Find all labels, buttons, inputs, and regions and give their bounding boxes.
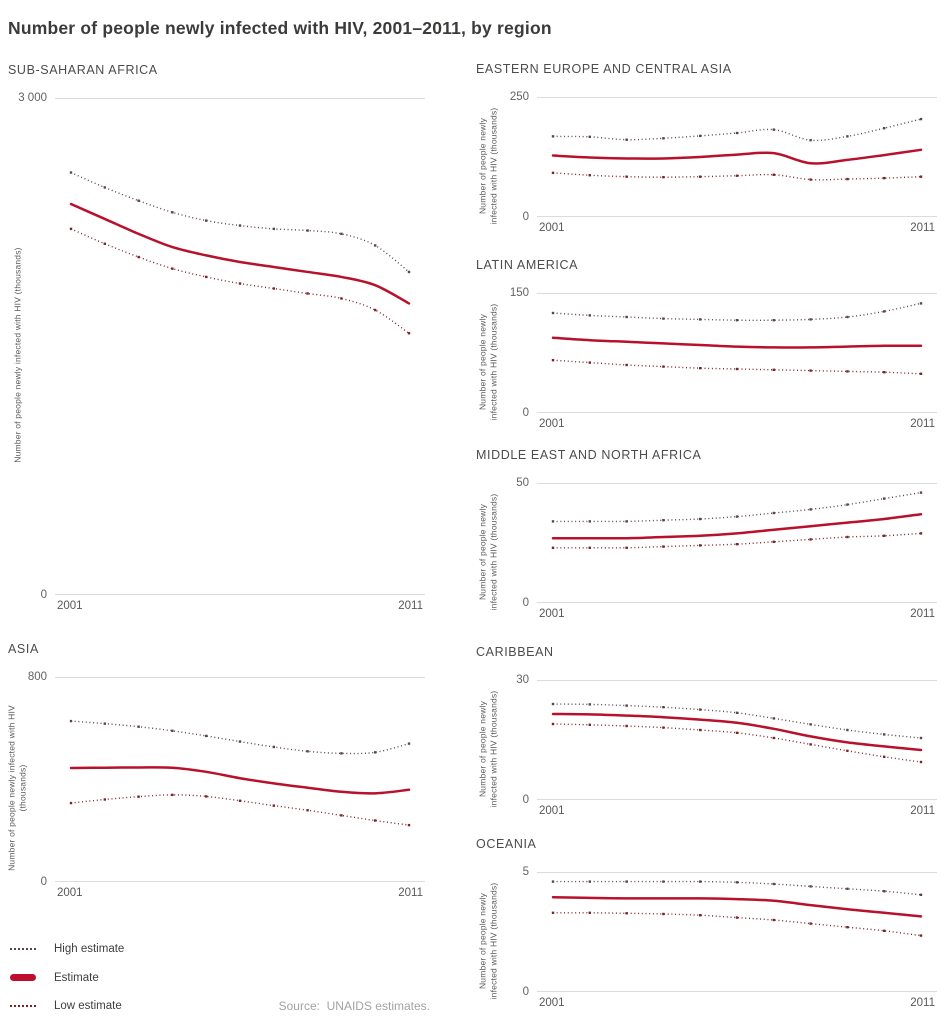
chart-panel-caribbean: CARIBBEAN Number of people newly infecte… bbox=[476, 644, 937, 817]
x-tick-end: 2011 bbox=[398, 887, 423, 899]
dotted-line-icon bbox=[10, 948, 36, 950]
y-axis-label-wrap: Number of people newly infected with HIV… bbox=[476, 483, 502, 620]
plot-area: 30 0 bbox=[516, 674, 937, 806]
y-max-tick: 50 bbox=[516, 477, 529, 489]
chart-panel-asia: ASIA Number of people newly infected wit… bbox=[6, 641, 455, 899]
x-axis-ticks: 2001 2011 bbox=[537, 608, 937, 620]
y-axis-label-wrap: Number of people newly infected with HIV… bbox=[476, 680, 502, 817]
y-axis-label: Number of people newly infected with HIV… bbox=[477, 882, 499, 999]
y-axis-label: Number of people newly infected with HIV… bbox=[477, 303, 499, 420]
y-min-tick: 0 bbox=[522, 211, 529, 223]
plot-area: 50 0 bbox=[516, 477, 937, 609]
chart-title: SUB-SAHARAN AFRICA bbox=[8, 63, 158, 77]
chart-title: EASTERN EUROPE AND CENTRAL ASIA bbox=[476, 62, 732, 76]
y-min-tick: 0 bbox=[40, 589, 47, 601]
x-tick-end: 2011 bbox=[910, 418, 935, 430]
legend-item-high-estimate: High estimate bbox=[10, 941, 124, 957]
plot-area: 800 0 bbox=[28, 671, 425, 888]
y-axis-label: Number of people newly infected with HIV… bbox=[6, 705, 28, 871]
legend-item-estimate: Estimate bbox=[10, 970, 124, 986]
chart-title: MIDDLE EAST AND NORTH AFRICA bbox=[476, 448, 702, 462]
y-max-tick: 250 bbox=[509, 91, 529, 103]
line-chart bbox=[537, 293, 937, 413]
line-chart bbox=[537, 483, 937, 603]
y-max-tick: 800 bbox=[27, 671, 47, 683]
y-max-tick: 5 bbox=[522, 866, 529, 878]
x-tick-start: 2001 bbox=[57, 887, 83, 899]
chart-title: ASIA bbox=[8, 642, 39, 656]
y-min-tick: 0 bbox=[522, 597, 529, 609]
x-tick-end: 2011 bbox=[398, 600, 423, 612]
plot-area: 250 0 bbox=[510, 91, 937, 223]
line-chart bbox=[537, 97, 937, 217]
y-min-tick: 0 bbox=[522, 794, 529, 806]
y-min-tick: 0 bbox=[522, 986, 529, 998]
legend-item-low-estimate: Low estimate bbox=[10, 998, 124, 1014]
chart-title: LATIN AMERICA bbox=[476, 258, 579, 272]
x-axis-ticks: 2001 2011 bbox=[537, 222, 937, 234]
y-max-tick: 30 bbox=[516, 674, 529, 686]
x-tick-start: 2001 bbox=[539, 608, 565, 620]
legend: High estimate Estimate Low estimate bbox=[10, 941, 124, 1024]
x-tick-end: 2011 bbox=[910, 222, 935, 234]
chart-panel-eastern-europe-central-asia: EASTERN EUROPE AND CENTRAL ASIA Number o… bbox=[476, 61, 937, 234]
y-axis-label-wrap: Number of people newly infected with HIV… bbox=[6, 677, 28, 899]
line-chart bbox=[55, 98, 425, 595]
x-tick-start: 2001 bbox=[539, 805, 565, 817]
y-axis-label: Number of people newly infected with HIV… bbox=[477, 107, 499, 224]
dotted-line-icon bbox=[10, 1005, 36, 1007]
solid-line-icon bbox=[10, 974, 36, 981]
line-chart bbox=[537, 872, 937, 992]
x-tick-start: 2001 bbox=[539, 418, 565, 430]
y-axis-label-wrap: Number of people newly infected with HIV… bbox=[476, 97, 502, 234]
y-axis-label: Number of people newly infected with HIV… bbox=[477, 493, 499, 610]
x-axis-ticks: 2001 2011 bbox=[55, 600, 425, 612]
chart-title: OCEANIA bbox=[476, 837, 537, 851]
chart-title: CARIBBEAN bbox=[476, 645, 554, 659]
y-axis-label-wrap: Number of people newly infected with HIV… bbox=[8, 98, 28, 612]
legend-label: Estimate bbox=[54, 971, 99, 984]
y-max-tick: 150 bbox=[509, 287, 529, 299]
y-axis-label: Number of people newly infected with HIV… bbox=[477, 690, 499, 807]
y-axis-label-wrap: Number of people newly infected with HIV… bbox=[476, 293, 502, 430]
chart-panel-oceania: OCEANIA Number of people newly infected … bbox=[476, 836, 937, 1009]
x-tick-end: 2011 bbox=[910, 805, 935, 817]
plot-area: 3 000 0 bbox=[18, 92, 425, 601]
chart-panel-middle-east-north-africa: MIDDLE EAST AND NORTH AFRICA Number of p… bbox=[476, 447, 937, 620]
page-title: Number of people newly infected with HIV… bbox=[8, 17, 552, 38]
chart-panel-latin-america: LATIN AMERICA Number of people newly inf… bbox=[476, 257, 937, 430]
legend-label: Low estimate bbox=[54, 1000, 122, 1012]
line-chart bbox=[55, 677, 425, 882]
x-tick-end: 2011 bbox=[910, 997, 935, 1009]
plot-area: 5 0 bbox=[523, 866, 937, 998]
y-axis-label: Number of people newly infected with HIV… bbox=[12, 247, 23, 463]
x-axis-ticks: 2001 2011 bbox=[537, 418, 937, 430]
source-note: Source: UNAIDS estimates. bbox=[278, 999, 430, 1013]
chart-panel-sub-saharan-africa: SUB-SAHARAN AFRICA Number of people newl… bbox=[8, 62, 455, 612]
x-axis-ticks: 2001 2011 bbox=[537, 997, 937, 1009]
y-max-tick: 3 000 bbox=[18, 92, 47, 104]
x-tick-end: 2011 bbox=[910, 608, 935, 620]
plot-area: 150 0 bbox=[510, 287, 937, 419]
y-min-tick: 0 bbox=[522, 407, 529, 419]
y-min-tick: 0 bbox=[40, 876, 47, 888]
y-axis-label-wrap: Number of people newly infected with HIV… bbox=[476, 872, 502, 1009]
x-tick-start: 2001 bbox=[57, 600, 83, 612]
x-tick-start: 2001 bbox=[539, 222, 565, 234]
x-tick-start: 2001 bbox=[539, 997, 565, 1009]
legend-label: High estimate bbox=[54, 943, 125, 955]
x-axis-ticks: 2001 2011 bbox=[537, 805, 937, 817]
x-axis-ticks: 2001 2011 bbox=[55, 887, 425, 899]
line-chart bbox=[537, 680, 937, 800]
